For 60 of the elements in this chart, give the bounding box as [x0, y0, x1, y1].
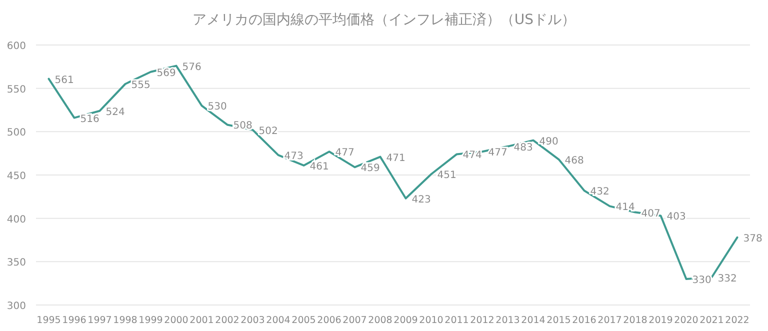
- x-tick-label: 2000: [164, 315, 188, 326]
- x-tick-label: 2018: [623, 315, 648, 326]
- x-tick-label: 2015: [546, 315, 571, 326]
- data-label: 530: [208, 102, 227, 113]
- x-tick-label: 1998: [113, 315, 138, 326]
- data-label: 461: [310, 161, 329, 172]
- x-tick-label: 2016: [572, 315, 596, 326]
- y-tick-label: 350: [6, 258, 26, 269]
- x-tick-label: 2013: [496, 315, 520, 326]
- data-label: 451: [437, 170, 456, 182]
- x-tick-label: 2003: [240, 315, 265, 326]
- data-label: 569: [156, 68, 176, 79]
- x-tick-label: 2006: [317, 315, 342, 326]
- x-tick-label: 2021: [700, 315, 724, 326]
- data-label: 516: [80, 114, 100, 125]
- y-tick-label: 600: [6, 41, 26, 52]
- data-label: 477: [488, 148, 508, 159]
- data-label: 468: [564, 155, 584, 166]
- data-label: 403: [666, 212, 686, 223]
- chart-title: アメリカの国内線の平均価格（インフレ補正済）（USドル）: [192, 12, 576, 28]
- y-tick-label: 550: [6, 84, 26, 96]
- x-tick-label: 2012: [470, 315, 494, 326]
- data-label: 576: [182, 62, 202, 73]
- x-tick-label: 2004: [266, 315, 290, 326]
- data-label: 459: [360, 163, 380, 174]
- data-label: 378: [743, 233, 762, 244]
- y-tick-label: 500: [6, 128, 26, 139]
- x-tick-label: 2007: [342, 315, 367, 326]
- x-tick-label: 2001: [190, 315, 214, 326]
- x-tick-label: 2011: [444, 315, 469, 326]
- data-label: 490: [539, 136, 558, 148]
- x-tick-label: 1997: [88, 315, 112, 326]
- x-tick-label: 2010: [419, 315, 444, 326]
- x-tick-label: 2002: [215, 315, 240, 326]
- x-tick-label: 2014: [521, 315, 546, 326]
- x-tick-label: 2017: [598, 315, 622, 326]
- x-tick-label: 2009: [394, 315, 418, 326]
- data-label: 423: [412, 194, 431, 206]
- data-label: 474: [462, 150, 482, 162]
- y-tick-label: 400: [6, 214, 26, 226]
- y-tick-label: 300: [6, 301, 26, 312]
- y-tick-label: 450: [6, 171, 26, 182]
- data-label: 432: [590, 186, 610, 198]
- x-tick-label: 2022: [725, 315, 750, 326]
- x-tick-label: 1996: [62, 315, 86, 326]
- x-tick-label: 1999: [138, 315, 163, 326]
- data-label: 477: [335, 148, 354, 159]
- data-label: 555: [131, 80, 150, 91]
- data-label: 471: [386, 152, 406, 164]
- x-tick-label: 2020: [674, 315, 698, 326]
- x-tick-label: 2019: [648, 315, 673, 326]
- data-label: 524: [106, 106, 125, 118]
- data-label: 332: [718, 273, 737, 284]
- x-tick-label: 2008: [368, 315, 392, 326]
- x-tick-label: 2005: [292, 315, 316, 326]
- data-label: 561: [54, 74, 74, 86]
- x-tick-label: 1995: [36, 315, 61, 326]
- data-label: 502: [258, 126, 278, 137]
- data-label: 483: [514, 142, 533, 154]
- data-label: 473: [284, 151, 304, 162]
